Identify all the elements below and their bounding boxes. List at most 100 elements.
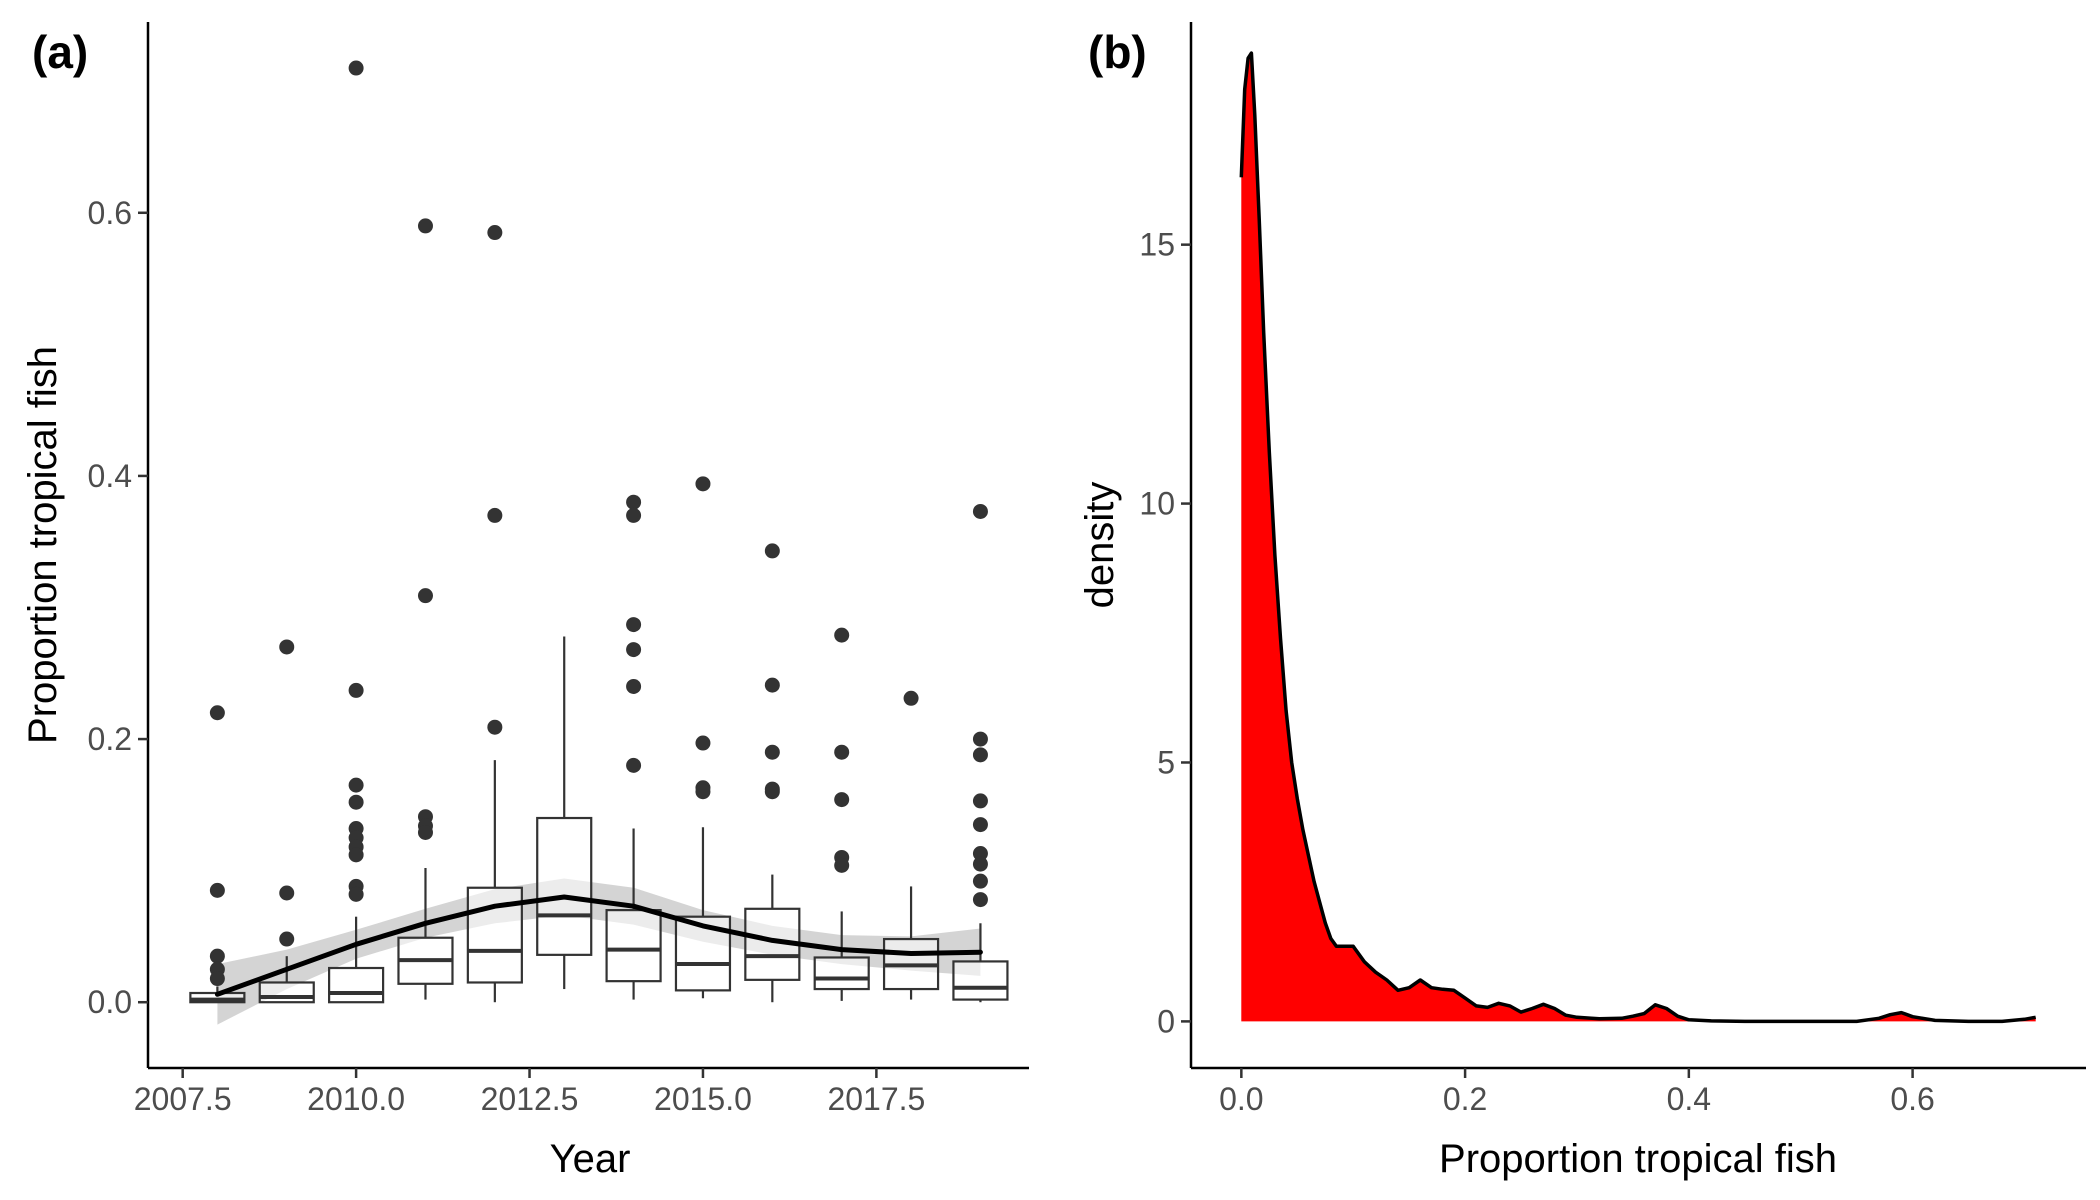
outlier-point [972, 846, 988, 862]
outlier-points [209, 60, 988, 987]
outlier-point [972, 892, 988, 908]
outlier-point [695, 476, 711, 492]
outlier-point [279, 639, 295, 655]
x-tick-label: 0.2 [1443, 1081, 1487, 1117]
panel-a-label: (a) [32, 26, 88, 78]
outlier-point [279, 885, 295, 901]
density-area-group [1239, 51, 2037, 1024]
box-iqr [605, 909, 662, 983]
box-2014 [605, 828, 662, 1000]
outlier-point [903, 690, 919, 706]
x-tick-label: 2012.5 [481, 1081, 579, 1117]
panel-a-boxplot: (a) 2007.5 2010.0 2012.5 2015.0 2017.5 0.00.… [21, 22, 1029, 1181]
outlier-point [972, 856, 988, 872]
outlier-point [348, 794, 364, 810]
outlier-point [972, 731, 988, 747]
box-iqr [952, 960, 1009, 1001]
box-2011 [397, 868, 454, 1000]
box-2019 [952, 923, 1009, 1003]
box-2010 [328, 916, 385, 1004]
y-axis-title: density [1078, 482, 1122, 609]
x-ticks: 0.0 0.2 0.4 0.6 [1219, 1068, 1935, 1117]
outlier-point [972, 817, 988, 833]
outlier-point [626, 617, 642, 633]
y-ticks: 0 5 10 15 [1139, 227, 1191, 1039]
box-2012 [466, 760, 523, 1003]
box-2015 [674, 827, 732, 999]
outlier-point [764, 784, 780, 800]
outlier-point [626, 757, 642, 773]
box-group [189, 636, 1009, 1004]
outlier-point [626, 678, 642, 694]
outlier-point [972, 793, 988, 809]
outlier-point [487, 225, 503, 241]
outlier-point [417, 824, 433, 840]
outlier-point [626, 642, 642, 658]
x-tick-label: 2007.5 [134, 1081, 232, 1117]
outlier-point [348, 682, 364, 698]
outlier-point [764, 543, 780, 559]
box-iqr [813, 956, 870, 991]
outlier-point [834, 744, 850, 760]
outlier-point [417, 218, 433, 234]
outlier-point [695, 784, 711, 800]
outlier-point [834, 792, 850, 808]
y-tick-label: 5 [1157, 744, 1175, 780]
y-tick-label: 15 [1139, 227, 1175, 263]
outlier-point [695, 735, 711, 751]
outlier-point [348, 847, 364, 863]
outlier-point [764, 744, 780, 760]
box-iqr [258, 981, 315, 1004]
x-tick-label: 2017.5 [827, 1081, 925, 1117]
box-2013 [536, 636, 593, 990]
x-axis-title: Year [550, 1137, 631, 1181]
outlier-point [417, 588, 433, 604]
outlier-point [487, 507, 503, 523]
outlier-point [626, 507, 642, 523]
y-ticks: 0.0 0.2 0.4 0.6 [88, 195, 148, 1020]
smooth-line [214, 894, 983, 997]
x-tick-label: 2015.0 [654, 1081, 752, 1117]
density-line [1239, 51, 2037, 1024]
x-tick-label: 2010.0 [307, 1081, 405, 1117]
box-2017 [813, 911, 870, 1001]
x-ticks: 2007.5 2010.0 2012.5 2015.0 2017.5 [134, 1068, 925, 1117]
outlier-point [348, 886, 364, 902]
x-tick-label: 0.4 [1667, 1081, 1711, 1117]
box-iqr [328, 966, 385, 1004]
outlier-point [972, 873, 988, 889]
outlier-point [764, 677, 780, 693]
density-area [1241, 53, 2036, 1022]
smooth-confidence-band [217, 878, 981, 1025]
y-tick-label: 0.6 [88, 195, 132, 231]
outlier-point [972, 747, 988, 763]
outlier-point [834, 857, 850, 873]
box-iqr [674, 915, 732, 992]
outlier-point [209, 948, 225, 964]
y-tick-label: 0.4 [88, 458, 132, 494]
box-iqr [536, 816, 593, 956]
outlier-point [487, 719, 503, 735]
panel-b-density: (b) 0.0 0.2 0.4 0.6 0 5 10 15 Proportion tropi… [1078, 22, 2086, 1181]
outlier-point [348, 777, 364, 793]
x-axis-title: Proportion tropical fish [1439, 1137, 1837, 1181]
x-tick-label: 0.0 [1219, 1081, 1263, 1117]
box-2018 [882, 886, 940, 1000]
y-tick-label: 0.2 [88, 721, 132, 757]
panel-b-label: (b) [1088, 26, 1147, 78]
confidence-band [217, 878, 981, 1025]
outlier-point [626, 494, 642, 510]
y-tick-label: 0 [1157, 1003, 1175, 1039]
y-tick-label: 0.0 [88, 984, 132, 1020]
y-axis-title: Proportion tropical fish [21, 346, 65, 744]
outlier-point [348, 60, 364, 76]
x-tick-label: 0.6 [1890, 1081, 1934, 1117]
outlier-point [834, 627, 850, 643]
outlier-point [279, 931, 295, 947]
outlier-point [209, 971, 225, 987]
smooth-line-group [214, 894, 983, 997]
y-tick-label: 10 [1139, 486, 1175, 522]
outlier-point [209, 705, 225, 721]
outlier-point [209, 882, 225, 898]
